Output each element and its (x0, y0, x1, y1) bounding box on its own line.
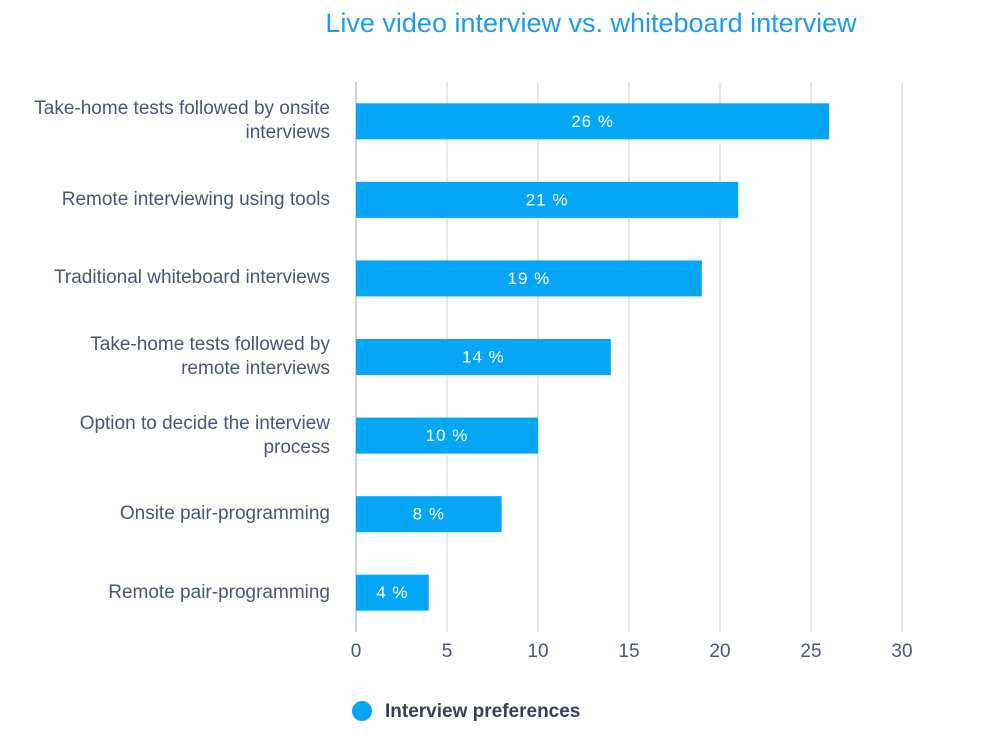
data-label: 4 % (376, 583, 408, 602)
chart-title: Live video interview vs. whiteboard inte… (325, 8, 857, 38)
bar (356, 103, 830, 140)
x-tick-label: 20 (709, 641, 730, 662)
data-label: 19 % (508, 269, 551, 288)
x-tick-label: 5 (442, 641, 453, 662)
data-label: 10 % (426, 426, 469, 445)
data-label: 8 % (413, 505, 445, 524)
data-label: 26 % (571, 112, 614, 131)
legend-label: Interview preferences (385, 701, 580, 722)
bar (356, 496, 502, 533)
data-label: 14 % (462, 347, 505, 366)
y-tick-label: Take-home tests followed by onsite inter… (34, 98, 330, 144)
legend-marker (352, 701, 372, 721)
data-label: 21 % (526, 190, 569, 209)
bar (356, 574, 429, 611)
y-tick-label: Remote interviewing using tools (61, 188, 330, 210)
bar (356, 417, 538, 454)
x-tick-label: 0 (351, 641, 362, 662)
x-tick-label: 15 (618, 641, 639, 662)
y-tick-label: Option to decide the interview process (79, 412, 330, 458)
x-tick-label: 25 (800, 641, 821, 662)
y-tick-label: Onsite pair-programming (119, 503, 330, 525)
y-tick-label: Take-home tests followed by remote inter… (90, 334, 330, 379)
x-tick-label: 10 (527, 641, 548, 662)
x-tick-label: 30 (891, 641, 912, 662)
y-tick-label: Remote pair-programming (108, 581, 330, 603)
bar (356, 260, 702, 297)
bar (356, 181, 739, 218)
y-tick-label: Traditional whiteboard interviews (54, 267, 330, 289)
bar (356, 339, 611, 375)
